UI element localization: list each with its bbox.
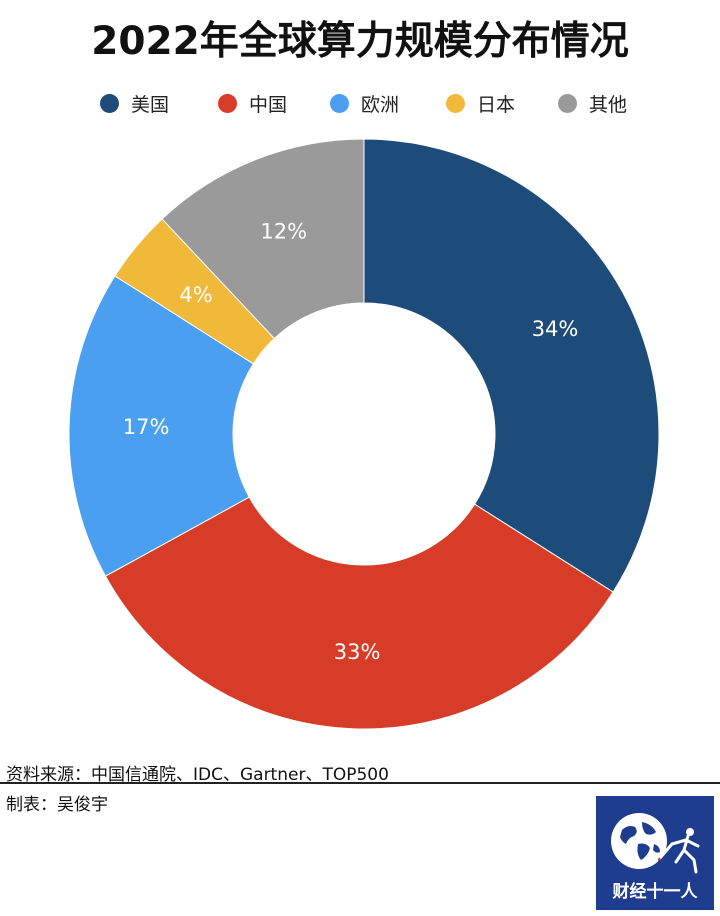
brand-logo: 财经十一人	[596, 796, 714, 910]
footer-divider	[0, 782, 720, 784]
slice-label-1: 33%	[334, 640, 381, 664]
legend-label: 中国	[249, 93, 288, 116]
chart-title: 2022年全球算力规模分布情况	[91, 19, 629, 64]
slice-1	[104, 496, 614, 730]
legend-item-1: 中国	[218, 88, 287, 118]
legend: 美国 中国 欧洲 日本 其他	[0, 88, 720, 118]
source-note: 资料来源：中国信通院、IDC、Gartner、TOP500	[6, 765, 389, 785]
legend-item-0: 美国	[100, 88, 169, 118]
maker-note: 制表：吴俊宇	[6, 795, 108, 815]
legend-swatch	[100, 93, 119, 113]
legend-label: 美国	[131, 93, 170, 116]
slice-label-3: 4%	[179, 283, 212, 307]
slice-4	[161, 138, 365, 340]
legend-label: 其他	[589, 93, 628, 116]
legend-swatch	[218, 93, 237, 113]
legend-label: 欧洲	[361, 93, 400, 116]
slice-label-0: 34%	[532, 317, 579, 341]
legend-item-4: 其他	[558, 88, 627, 118]
legend-swatch	[558, 93, 577, 113]
slice-2	[68, 275, 255, 577]
legend-item-2: 欧洲	[330, 88, 399, 118]
legend-swatch	[446, 93, 465, 113]
legend-label: 日本	[477, 93, 516, 116]
fencer-figure-icon	[658, 828, 700, 874]
slice-label-4: 12%	[260, 219, 307, 243]
globe-fencer-icon	[611, 813, 667, 869]
slice-0	[363, 138, 660, 593]
legend-item-3: 日本	[446, 88, 515, 118]
brand-logo-text: 财经十一人	[612, 882, 698, 902]
legend-swatch	[330, 93, 349, 113]
slice-label-2: 17%	[123, 415, 170, 439]
